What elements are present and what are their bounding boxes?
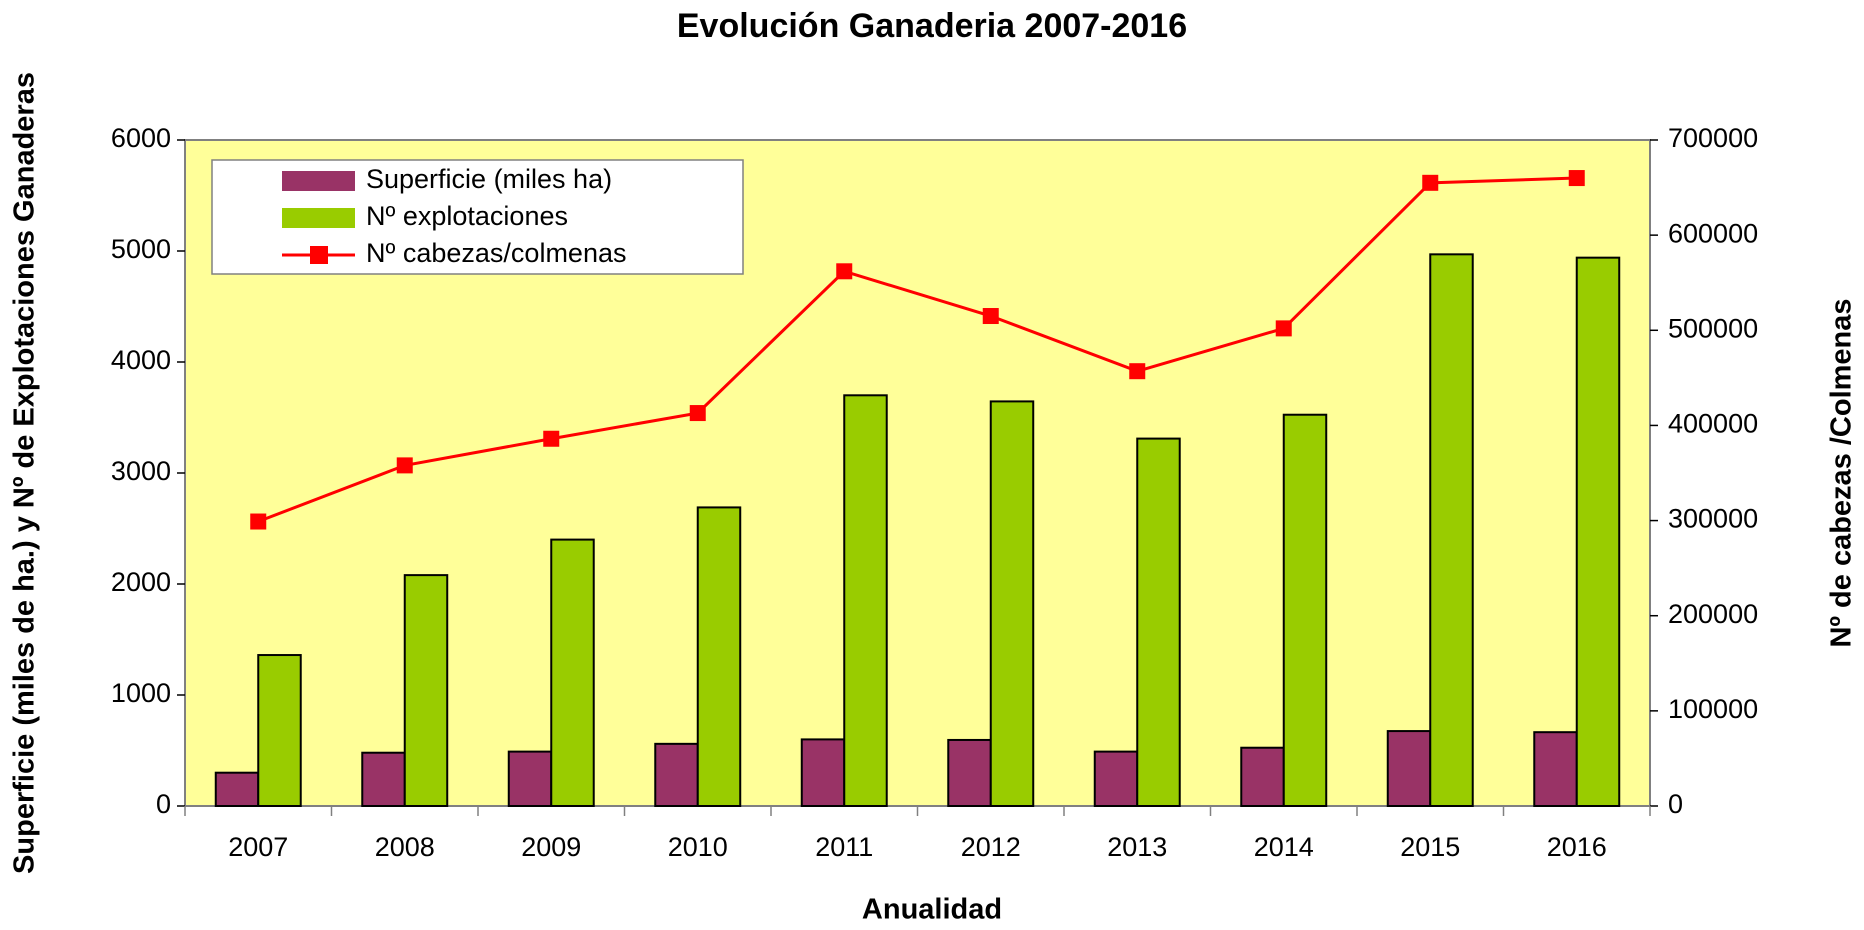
bar bbox=[1533, 731, 1578, 807]
line-marker bbox=[689, 405, 706, 422]
y-tick-label: 4000 bbox=[111, 345, 171, 375]
y2-tick-label: 100000 bbox=[1668, 694, 1758, 724]
legend-swatch bbox=[282, 171, 355, 191]
x-tick-label: 2009 bbox=[521, 832, 581, 862]
line-marker bbox=[1129, 363, 1146, 380]
x-tick-label: 2014 bbox=[1254, 832, 1314, 862]
y2-tick-label: 400000 bbox=[1668, 409, 1758, 439]
bar bbox=[1240, 746, 1285, 807]
y2-tick-label: 200000 bbox=[1668, 599, 1758, 629]
bar bbox=[1136, 437, 1181, 807]
x-tick-label: 2011 bbox=[815, 832, 873, 862]
x-tick-label: 2015 bbox=[1400, 832, 1460, 862]
bar bbox=[654, 742, 699, 808]
line-marker bbox=[982, 308, 999, 325]
x-tick-label: 2012 bbox=[961, 832, 1021, 862]
bar bbox=[1282, 413, 1328, 807]
bar bbox=[947, 738, 992, 808]
x-tick-label: 2010 bbox=[668, 832, 728, 862]
bar bbox=[843, 394, 888, 807]
line-marker bbox=[1568, 170, 1585, 187]
line-marker bbox=[543, 430, 560, 447]
bar bbox=[1386, 730, 1432, 808]
y-tick-label: 5000 bbox=[111, 234, 171, 264]
legend-label: Nº explotaciones bbox=[366, 201, 568, 231]
bar bbox=[696, 506, 742, 807]
y-tick-label: 3000 bbox=[111, 456, 171, 486]
bar bbox=[403, 574, 449, 807]
legend-label: Superficie (miles ha) bbox=[366, 164, 612, 194]
line-marker bbox=[396, 457, 413, 474]
y-tick-label: 1000 bbox=[111, 678, 171, 708]
bar bbox=[214, 771, 260, 808]
x-tick-label: 2008 bbox=[375, 832, 435, 862]
y-tick-label: 2000 bbox=[111, 567, 171, 597]
line-marker bbox=[1275, 320, 1292, 337]
bar bbox=[1575, 256, 1621, 808]
bar bbox=[800, 738, 846, 808]
x-tick-label: 2013 bbox=[1107, 832, 1167, 862]
y-axis-title: Superficie (miles de ha.) y Nº de Explot… bbox=[9, 72, 41, 874]
bar bbox=[1093, 750, 1139, 807]
chart-title: Evolución Ganaderia 2007-2016 bbox=[677, 7, 1187, 45]
x-tick-label: 2016 bbox=[1547, 832, 1607, 862]
x-axis-title: Anualidad bbox=[862, 894, 1002, 926]
legend-swatch bbox=[310, 246, 328, 264]
bar bbox=[1429, 253, 1474, 807]
y2-tick-label: 600000 bbox=[1668, 218, 1758, 248]
line-marker bbox=[836, 263, 853, 280]
line-marker bbox=[1422, 174, 1439, 191]
bar bbox=[550, 538, 595, 807]
y2-axis-title: Nº de cabezas /Colmenas bbox=[1826, 298, 1858, 647]
legend-label: Nº cabezas/colmenas bbox=[366, 238, 626, 268]
y2-tick-label: 300000 bbox=[1668, 504, 1758, 534]
line bbox=[257, 176, 1577, 523]
bar bbox=[257, 654, 302, 807]
y2-tick-label: 500000 bbox=[1668, 313, 1758, 343]
bar bbox=[989, 400, 1035, 807]
legend-swatch bbox=[282, 208, 355, 228]
bar bbox=[361, 751, 406, 807]
y2-tick-label: 700000 bbox=[1668, 123, 1758, 153]
y2-tick-label: 0 bbox=[1668, 789, 1683, 819]
bar bbox=[507, 750, 553, 807]
line-marker bbox=[250, 513, 267, 530]
y-tick-label: 0 bbox=[156, 789, 171, 819]
y-tick-label: 6000 bbox=[111, 123, 171, 153]
x-tick-label: 2007 bbox=[228, 832, 288, 862]
